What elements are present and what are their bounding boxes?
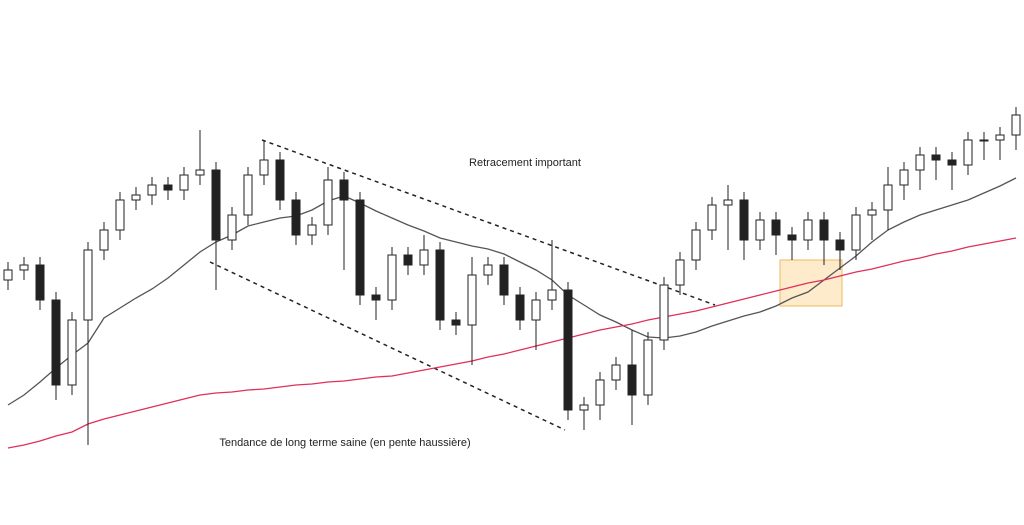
candle-body: [755, 219, 765, 241]
candle-body: [579, 404, 589, 411]
candle-body: [67, 319, 77, 386]
channel-bottom: [209, 261, 566, 431]
candle-body: [323, 179, 333, 226]
candle-body: [227, 214, 237, 241]
candle-body: [99, 229, 109, 251]
candle-body: [515, 294, 525, 321]
candle-body: [627, 364, 637, 396]
candle-body: [979, 139, 989, 142]
candle-body: [3, 269, 13, 281]
candle-body: [867, 209, 877, 216]
candle-body: [371, 294, 381, 301]
candle-body: [387, 254, 397, 301]
candle-body: [435, 249, 445, 321]
candle-body: [595, 379, 605, 406]
candle-body: [483, 264, 493, 276]
candle-body: [995, 134, 1005, 141]
candle-body: [771, 219, 781, 236]
candle-body: [707, 204, 717, 231]
candle-body: [803, 219, 813, 241]
candle-body: [643, 339, 653, 396]
candle-body: [531, 299, 541, 321]
candle-body: [819, 219, 829, 241]
candle-body: [723, 199, 733, 206]
candle-body: [147, 184, 157, 196]
candle-body: [835, 239, 845, 251]
candle-body: [739, 199, 749, 241]
candle-body: [339, 179, 349, 201]
candle-body: [611, 364, 621, 381]
candle-body: [355, 199, 365, 296]
candle-body: [419, 249, 429, 266]
candle-body: [243, 174, 253, 216]
moving-average: [7, 237, 1017, 449]
candle-body: [899, 169, 909, 186]
candle-body: [691, 229, 701, 261]
candle-body: [563, 289, 573, 411]
candle-body: [275, 159, 285, 201]
candle-body: [883, 184, 893, 211]
candle-body: [51, 299, 61, 386]
candle-body: [851, 214, 861, 251]
candle-body: [211, 169, 221, 241]
candle-body: [35, 264, 45, 301]
candle-body: [307, 224, 317, 236]
candle-body: [915, 154, 925, 171]
candle-body: [131, 194, 141, 201]
candle-body: [1011, 114, 1021, 136]
candle-body: [451, 319, 461, 326]
candle-body: [675, 259, 685, 286]
candle-body: [403, 254, 413, 266]
candle-body: [467, 274, 477, 326]
candle-body: [115, 199, 125, 231]
candle-body: [931, 154, 941, 161]
channel-top: [261, 139, 716, 306]
candle-body: [83, 249, 93, 321]
candle-body: [659, 284, 669, 341]
annotation: Tendance de long terme saine (en pente h…: [219, 437, 470, 449]
candle-body: [291, 199, 301, 236]
candle-body: [19, 264, 29, 271]
candle-body: [195, 169, 205, 176]
candle-body: [547, 289, 557, 301]
candle-body: [499, 264, 509, 296]
candle-body: [787, 234, 797, 241]
candle-body: [259, 159, 269, 176]
moving-average: [7, 177, 1017, 406]
candle-body: [163, 184, 173, 191]
candle-body: [947, 159, 957, 166]
candle-body: [179, 174, 189, 191]
candle-body: [963, 139, 973, 166]
annotation: Retracement important: [469, 157, 581, 169]
